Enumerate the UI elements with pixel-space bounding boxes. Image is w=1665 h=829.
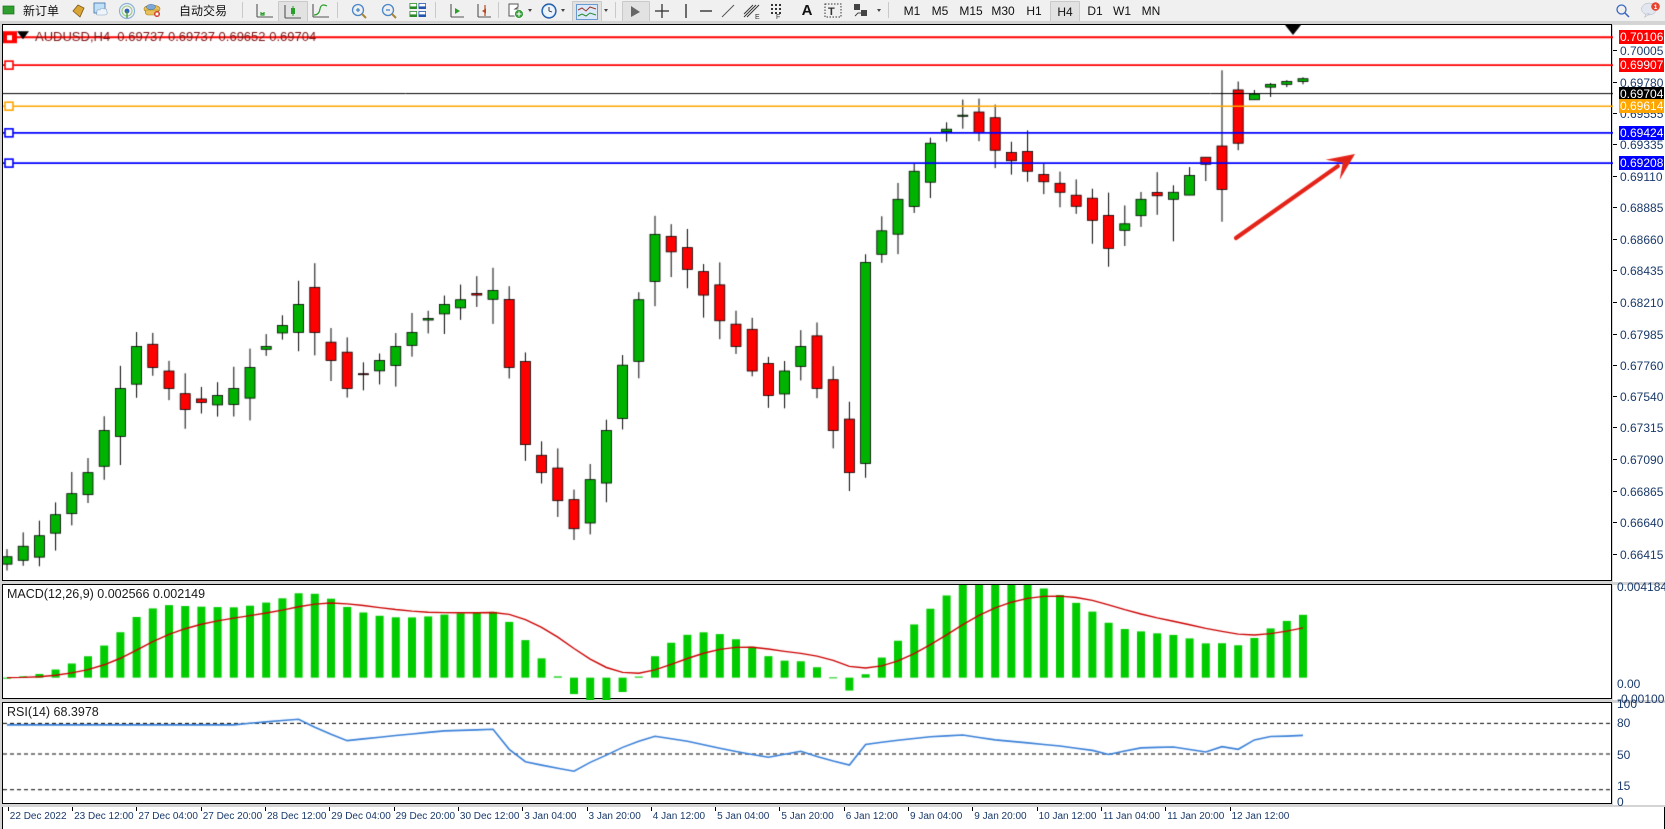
svg-text:T: T [828,6,835,18]
svg-text:E: E [755,14,760,19]
svg-text:1: 1 [1654,4,1658,11]
svg-text:F: F [776,14,780,19]
